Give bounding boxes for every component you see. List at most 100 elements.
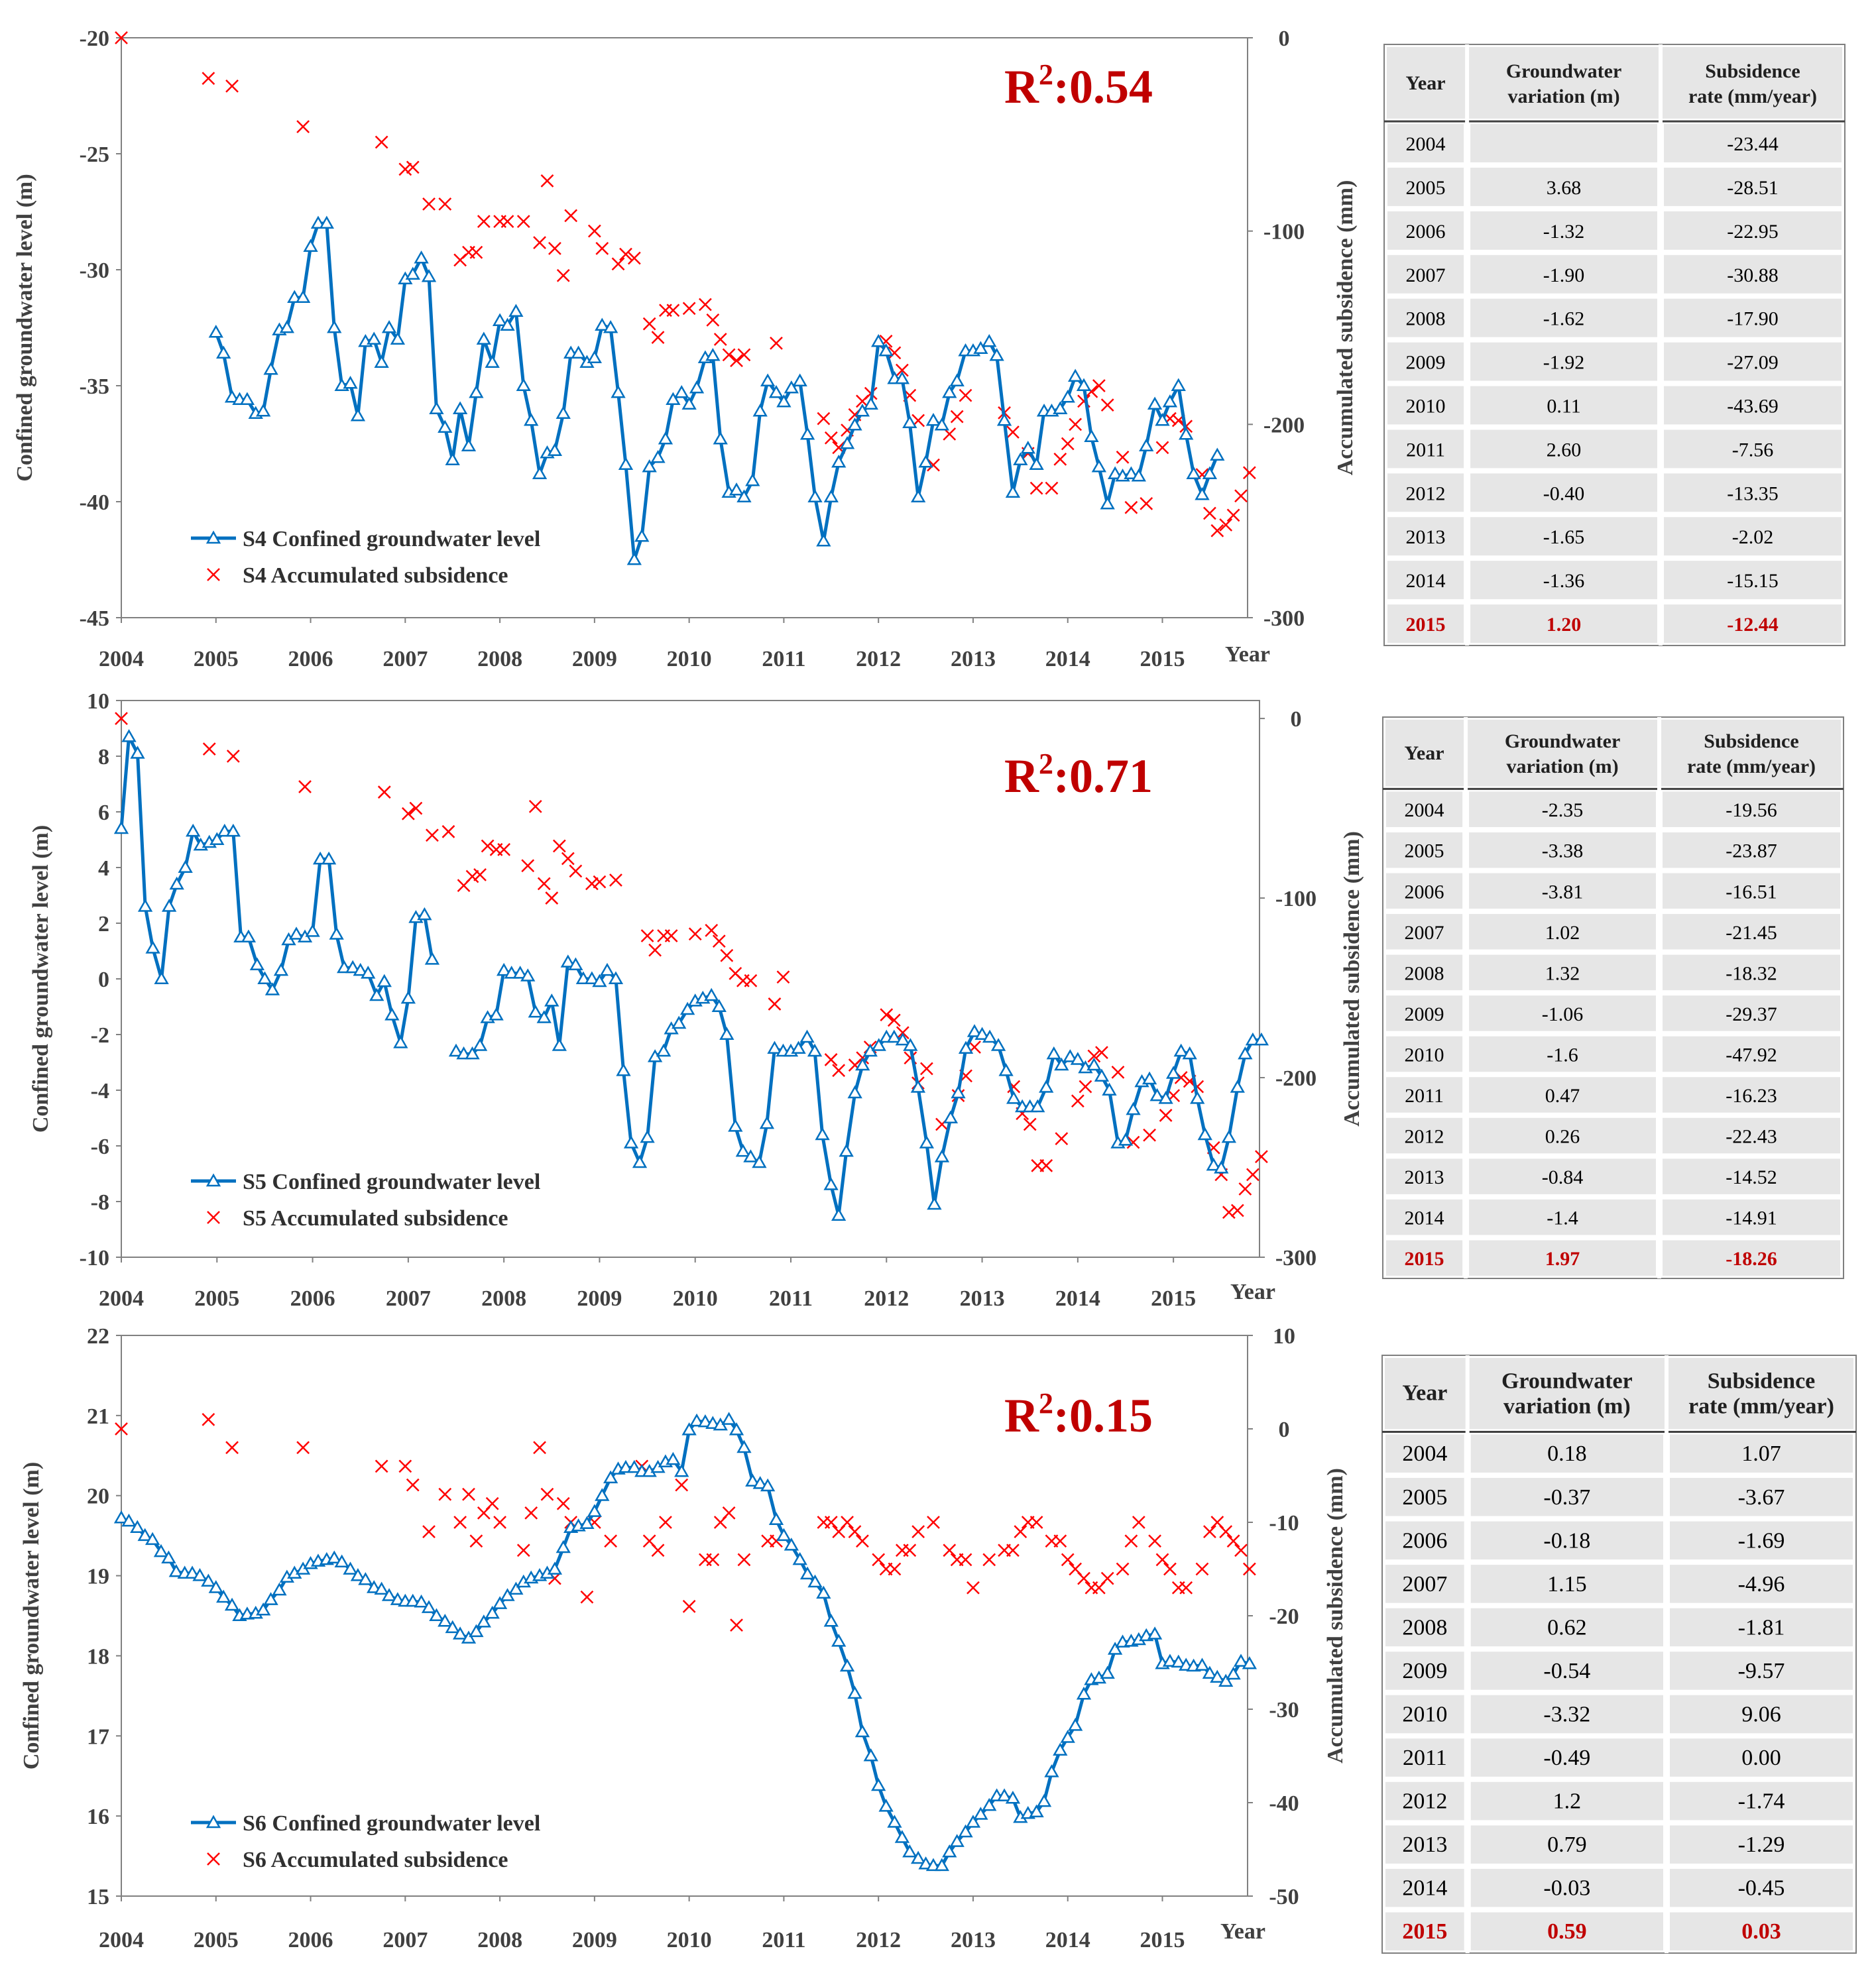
subsidence-point: [699, 298, 712, 311]
groundwater-point: [616, 1063, 631, 1076]
groundwater-point: [760, 1478, 776, 1492]
groundwater-point: [887, 1815, 902, 1828]
x-tick-label: 2010: [673, 1286, 718, 1311]
subsidence-point: [595, 242, 609, 255]
subsidence-point: [824, 1516, 838, 1529]
table-cell-subsidence-rate: -4.96: [1738, 1572, 1785, 1597]
subsidence-point: [1242, 1562, 1256, 1576]
legend-cross-label: S4 Accumulated subsidence: [243, 563, 508, 588]
x-tick-label: 2009: [572, 1928, 617, 1952]
subsidence-point: [950, 410, 964, 423]
groundwater-point: [208, 324, 223, 338]
table-cell-bg: [1387, 604, 1464, 643]
groundwater-point: [982, 1029, 998, 1043]
y2-tick-label: -50: [1269, 1885, 1299, 1909]
groundwater-point: [1054, 1057, 1069, 1071]
groundwater-point: [1165, 1066, 1181, 1079]
table-cell-groundwater-variation: -1.32: [1543, 221, 1585, 243]
subsidence-point: [1116, 451, 1130, 464]
table-cell-bg: [1663, 1077, 1840, 1113]
subsidence-point: [462, 1487, 475, 1501]
groundwater-point: [303, 239, 318, 252]
groundwater-point: [113, 820, 129, 834]
subsidence-point: [1140, 497, 1153, 510]
table-header-subsidence-unit: rate (mm/year): [1688, 1394, 1834, 1419]
x-tick-label: 2008: [481, 1286, 526, 1311]
y-tick-label: -6: [91, 1135, 109, 1159]
table-cell-subsidence-rate: 0.03: [1741, 1919, 1781, 1944]
table-cell-bg: [1470, 298, 1657, 337]
x-tick-label: 2006: [290, 1286, 335, 1311]
x-tick-label: 2008: [477, 1928, 522, 1952]
x-tick-label: 2014: [1055, 1286, 1100, 1311]
table-cell-year: 2011: [1406, 439, 1445, 461]
y-tick-label: -35: [80, 374, 109, 399]
groundwater-point: [327, 1550, 342, 1563]
table-cell-groundwater-variation: 0.59: [1547, 1919, 1587, 1944]
groundwater-point: [263, 1592, 278, 1605]
table-cell-bg: [1386, 1199, 1463, 1235]
x-tick-label: 2013: [951, 1928, 996, 1952]
groundwater-point: [839, 435, 855, 449]
groundwater-point: [847, 1085, 862, 1099]
groundwater-point: [496, 962, 512, 976]
groundwater-point: [544, 993, 559, 1007]
groundwater-point: [634, 528, 650, 542]
groundwater-point: [823, 1177, 839, 1190]
x-axis-label: Year: [1220, 1919, 1265, 1944]
groundwater-point: [666, 392, 681, 405]
groundwater-point: [728, 1119, 743, 1132]
table-cell-bg: [1469, 873, 1656, 909]
y2-tick-label: -20: [1269, 1604, 1299, 1629]
subsidence-point: [516, 215, 530, 228]
subsidence-point: [438, 1487, 452, 1501]
y-tick-label: 15: [87, 1885, 109, 1909]
y-tick-label: 19: [87, 1565, 109, 1589]
groundwater-point: [603, 1470, 618, 1484]
subsidence-point: [398, 162, 412, 176]
table-cell-subsidence-rate: -21.45: [1726, 922, 1777, 944]
y2-tick-label: -200: [1275, 1066, 1317, 1091]
groundwater-point: [1091, 459, 1107, 473]
subsidence-point: [1061, 437, 1075, 451]
subsidence-point: [587, 224, 601, 238]
y-tick-label: -25: [80, 142, 109, 167]
subsidence-point: [832, 1064, 846, 1078]
groundwater-point: [855, 1057, 870, 1071]
subsidence-point: [611, 257, 625, 271]
groundwater-point: [903, 1038, 918, 1051]
legend-line-label: S4 Confined groundwater level: [243, 527, 540, 551]
groundwater-point: [918, 1856, 933, 1870]
subsidence-point: [887, 1013, 901, 1027]
groundwater-point: [618, 457, 634, 470]
table-cell-bg: [1663, 1117, 1840, 1154]
table-cell-year: 2013: [1402, 1832, 1447, 1857]
subsidence-point: [824, 431, 838, 445]
table-cell-groundwater-variation: -3.32: [1543, 1703, 1590, 1727]
groundwater-point: [571, 345, 586, 359]
table-cell-year: 2009: [1406, 352, 1446, 374]
table-cell-bg: [1385, 1738, 1464, 1777]
subsidence-point: [516, 1544, 530, 1557]
table-cell-bg: [1664, 211, 1842, 250]
subsidence-point: [540, 1487, 554, 1501]
groundwater-point: [560, 954, 575, 968]
groundwater-point: [587, 1504, 603, 1517]
x-tick-label: 2015: [1140, 647, 1185, 671]
table-cell-subsidence-rate: -19.56: [1726, 799, 1777, 821]
table-cell-bg: [1664, 124, 1842, 163]
subsidence-point: [1203, 1525, 1216, 1538]
y-tick-label: -30: [80, 258, 109, 283]
r-squared-value: :0.15: [1053, 1389, 1153, 1442]
groundwater-point: [272, 1582, 287, 1596]
subsidence-point: [1077, 1571, 1090, 1585]
x-tick-label: 2009: [572, 647, 617, 671]
groundwater-point: [1197, 1127, 1212, 1141]
groundwater-point: [611, 384, 626, 398]
groundwater-point: [729, 1422, 744, 1435]
groundwater-point: [532, 466, 548, 479]
table-cell-groundwater-variation: -0.84: [1542, 1166, 1584, 1188]
table-cell-bg: [1663, 1158, 1840, 1194]
groundwater-point: [871, 1777, 886, 1791]
table-header-groundwater: Groundwater: [1505, 730, 1620, 752]
